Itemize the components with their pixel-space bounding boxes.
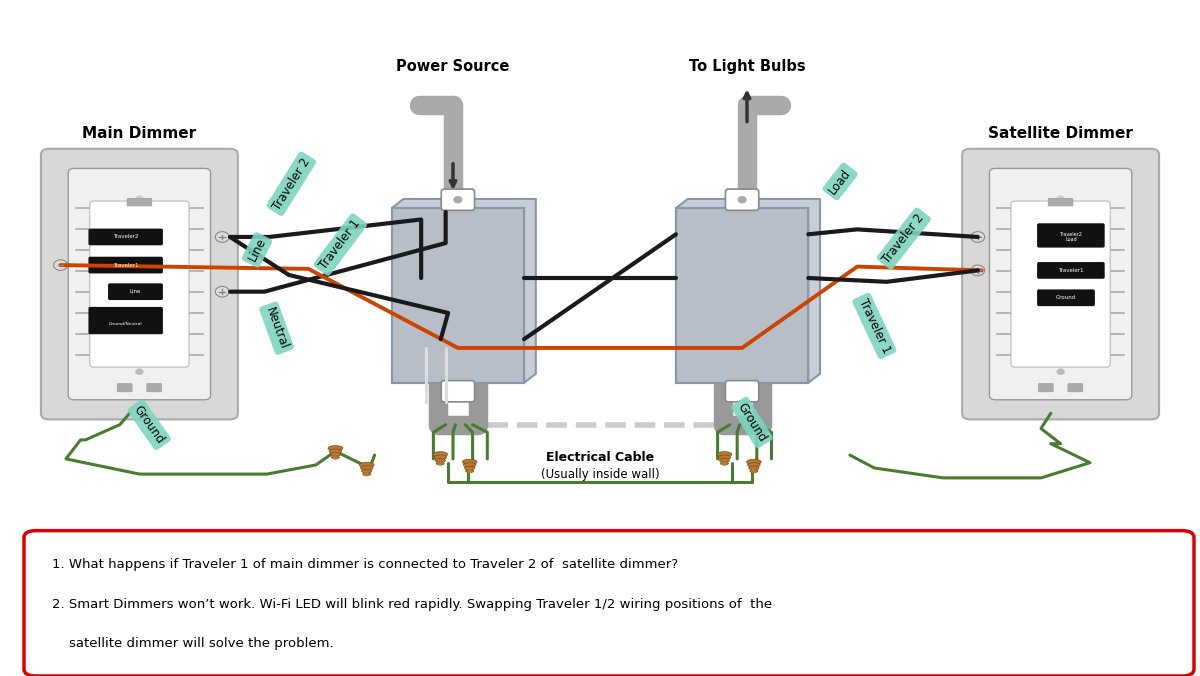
Text: Traveler1: Traveler1 [113,262,138,268]
Ellipse shape [436,458,445,462]
Text: To Light Bulbs: To Light Bulbs [689,59,805,74]
Ellipse shape [749,466,760,470]
Circle shape [722,462,726,465]
Circle shape [54,260,67,270]
Ellipse shape [719,455,731,460]
Ellipse shape [360,466,373,470]
Text: satellite dimmer will solve the problem.: satellite dimmer will solve the problem. [52,637,334,650]
FancyBboxPatch shape [726,381,758,402]
Text: Traveler2
Load: Traveler2 Load [1060,232,1082,243]
Ellipse shape [466,470,474,473]
FancyBboxPatch shape [146,383,162,392]
Circle shape [136,196,143,201]
Text: Ground: Ground [734,400,769,444]
FancyBboxPatch shape [89,307,163,334]
Circle shape [136,369,143,375]
FancyBboxPatch shape [391,208,524,383]
FancyBboxPatch shape [726,189,758,210]
Text: Traveler 1: Traveler 1 [856,297,893,356]
Text: Line: Line [246,236,269,264]
Ellipse shape [360,462,374,468]
Circle shape [1057,196,1064,201]
Text: 2. Smart Dimmers won’t work. Wi-Fi LED will blink red rapidly. Swapping Traveler: 2. Smart Dimmers won’t work. Wi-Fi LED w… [52,598,772,611]
Circle shape [215,287,229,297]
Text: 1. What happens if Traveler 1 of main dimmer is connected to Traveler 2 of  sate: 1. What happens if Traveler 1 of main di… [52,558,678,571]
Ellipse shape [718,452,732,457]
Ellipse shape [750,470,758,473]
Circle shape [365,473,368,476]
FancyBboxPatch shape [391,208,524,383]
FancyBboxPatch shape [41,149,238,419]
Ellipse shape [433,452,448,457]
Text: Line: Line [130,289,142,294]
FancyBboxPatch shape [1037,262,1105,279]
FancyBboxPatch shape [990,168,1132,400]
FancyBboxPatch shape [1048,198,1073,206]
Ellipse shape [328,445,343,451]
FancyBboxPatch shape [116,383,132,392]
FancyBboxPatch shape [962,149,1159,419]
FancyBboxPatch shape [89,228,163,245]
Ellipse shape [330,452,341,456]
Circle shape [468,470,472,473]
FancyBboxPatch shape [127,198,152,206]
Text: (Usually inside wall): (Usually inside wall) [541,468,659,481]
Text: Electrical Cable: Electrical Cable [546,451,654,464]
Circle shape [752,470,756,473]
Text: Traveler 2: Traveler 2 [270,155,312,212]
Circle shape [971,265,985,276]
Circle shape [438,462,443,465]
FancyBboxPatch shape [1068,383,1084,392]
FancyBboxPatch shape [68,168,210,400]
Ellipse shape [362,473,371,475]
Ellipse shape [361,469,372,473]
Ellipse shape [434,455,446,460]
FancyBboxPatch shape [1037,223,1105,247]
Circle shape [454,197,462,203]
FancyBboxPatch shape [1038,383,1054,392]
Text: Traveler1: Traveler1 [1058,268,1084,273]
Ellipse shape [462,459,478,464]
Text: Ground: Ground [132,403,167,446]
Ellipse shape [329,449,342,454]
FancyBboxPatch shape [108,283,163,300]
Text: Power Source: Power Source [396,59,510,74]
Circle shape [738,197,746,203]
Ellipse shape [746,459,761,464]
FancyBboxPatch shape [89,257,163,273]
Polygon shape [391,199,536,383]
Text: Ground: Ground [1056,295,1076,300]
Circle shape [1057,369,1064,375]
Ellipse shape [437,462,444,465]
FancyBboxPatch shape [442,189,474,210]
FancyBboxPatch shape [90,201,190,367]
Text: Traveler2: Traveler2 [113,235,138,239]
FancyBboxPatch shape [442,381,474,402]
FancyBboxPatch shape [1010,201,1110,367]
Ellipse shape [720,462,728,465]
FancyBboxPatch shape [676,208,809,383]
FancyBboxPatch shape [676,208,809,383]
Text: Neutral: Neutral [263,306,290,351]
Ellipse shape [463,462,476,467]
Ellipse shape [748,462,760,467]
Text: Main Dimmer: Main Dimmer [83,126,197,141]
Polygon shape [676,199,820,383]
Circle shape [215,232,229,242]
Ellipse shape [331,456,340,459]
Text: Satellite Dimmer: Satellite Dimmer [988,126,1133,141]
Circle shape [971,232,985,242]
Ellipse shape [464,466,475,470]
Circle shape [334,456,337,459]
Text: Ground/Neutral: Ground/Neutral [109,322,143,326]
Text: Traveler 2: Traveler 2 [881,212,928,266]
FancyBboxPatch shape [1037,289,1094,306]
Ellipse shape [719,458,730,462]
Text: Traveler 1: Traveler 1 [317,217,364,272]
Text: Load: Load [827,166,854,197]
